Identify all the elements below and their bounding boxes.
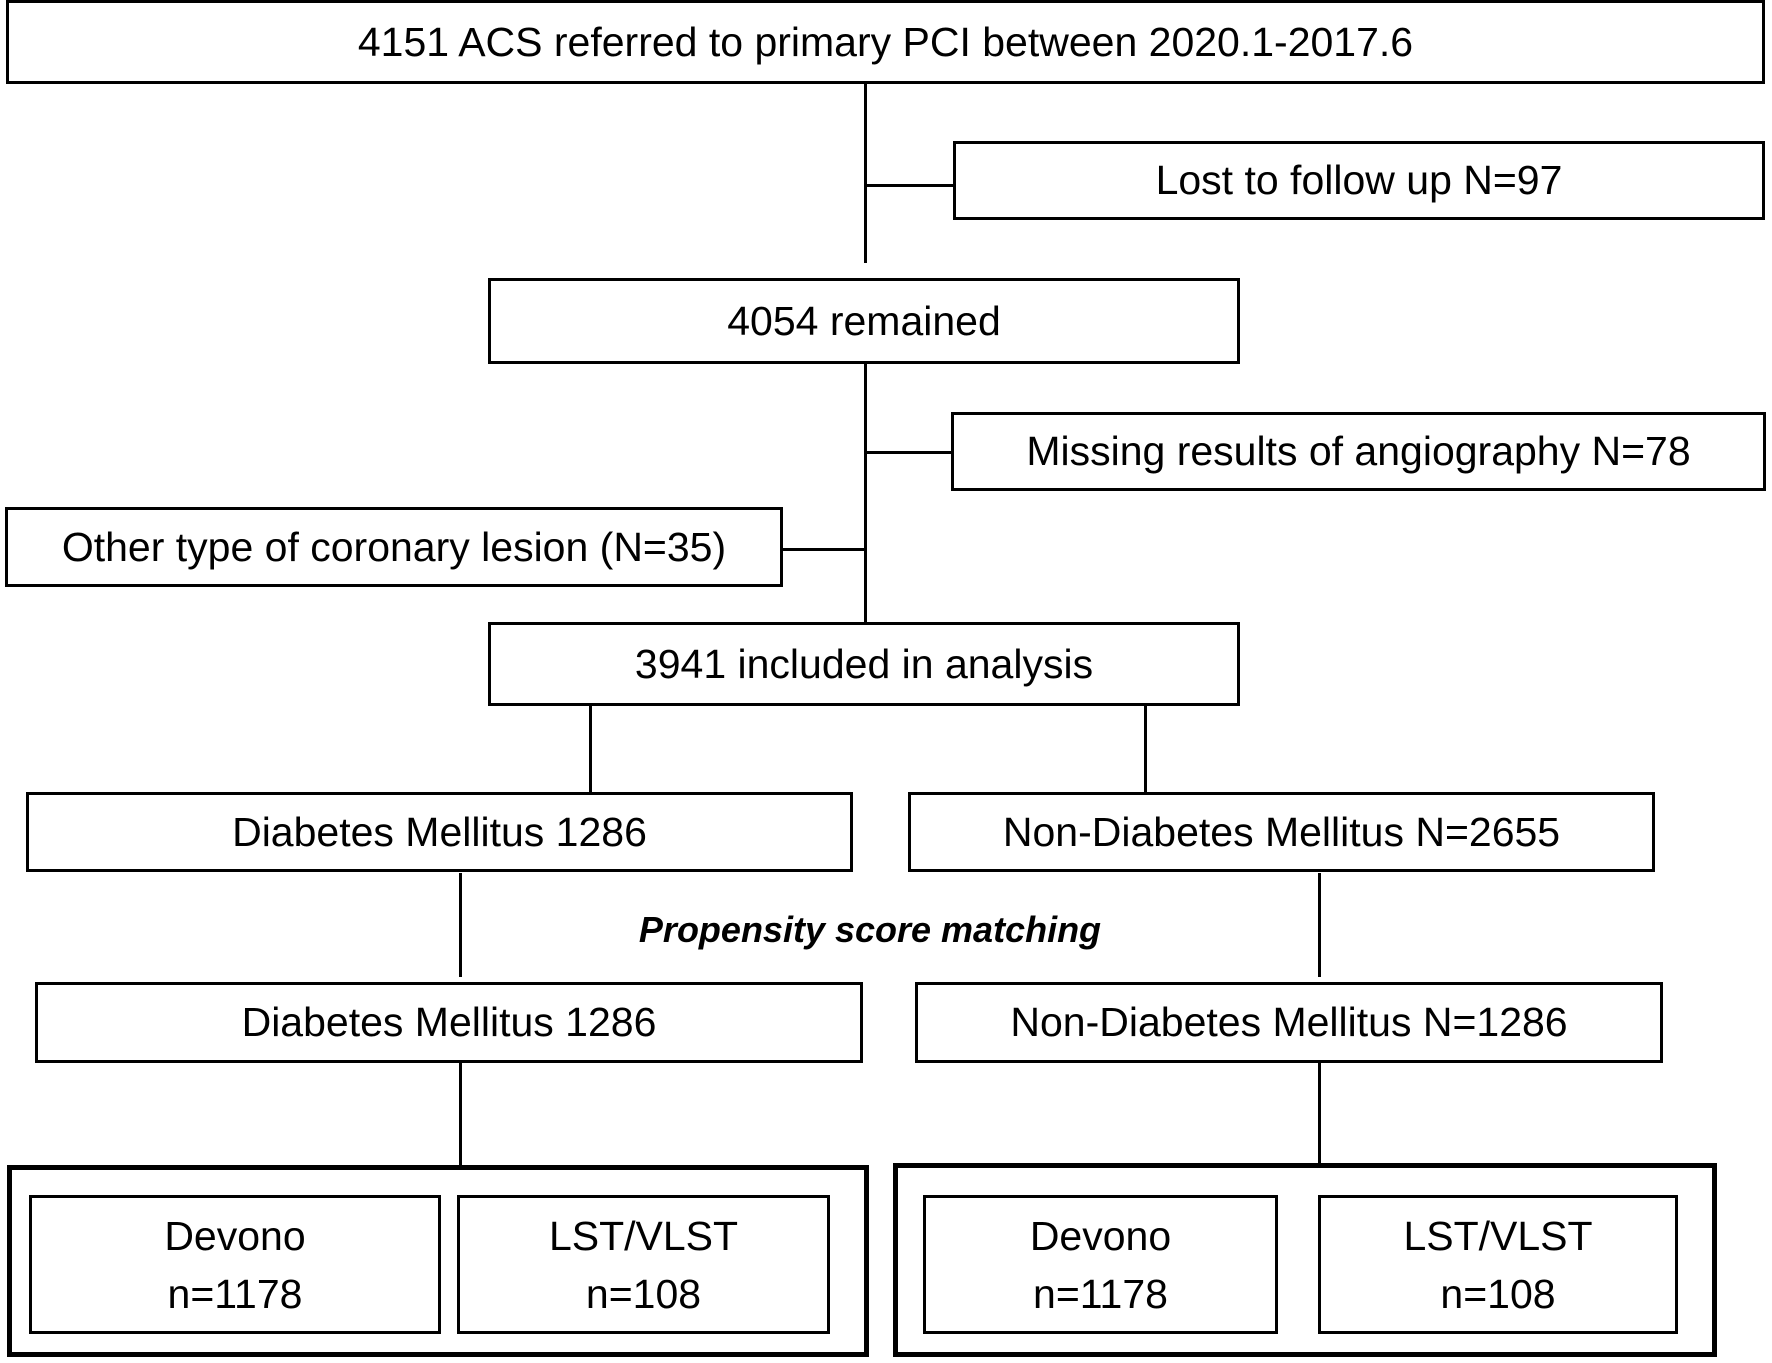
connector-lost [864,184,956,187]
included-text: 3941 included in analysis [634,640,1094,687]
start-text: 4151 ACS referred to primary PCI between… [357,18,1414,65]
nondm-lst-box: LST/VLST n=108 [1318,1195,1678,1334]
nondm-devono-label: Devono [1029,1212,1172,1259]
non-dm-matched-text: Non-Diabetes Mellitus N=1286 [1010,999,1568,1045]
dm-lst-box: LST/VLST n=108 [457,1195,830,1334]
connector-included-nondm [1144,704,1147,794]
nondm-devono-count: n=1178 [1033,1270,1168,1317]
dm-devono-label: Devono [164,1212,306,1259]
connector-start-remained [864,82,867,263]
nondm-lst-label: LST/VLST [1403,1212,1593,1259]
included-box: 3941 included in analysis [488,622,1240,706]
connector-remained-included [864,362,867,624]
missing-text: Missing results of angiography N=78 [1026,428,1691,474]
dm-lst-count: n=108 [585,1270,702,1317]
dm-devono-count: n=1178 [167,1270,303,1317]
dm-devono-box: Devono n=1178 [29,1195,441,1334]
non-dm-matched-box: Non-Diabetes Mellitus N=1286 [915,982,1663,1063]
dm-box: Diabetes Mellitus 1286 [26,792,853,872]
connector-nondm-outcomes [1318,1063,1321,1167]
other-lesion-text: Other type of coronary lesion (N=35) [61,523,727,570]
nondm-devono-box: Devono n=1178 [923,1195,1278,1334]
connector-other-lesion [781,548,865,551]
nondm-lst-count: n=108 [1440,1270,1556,1317]
connector-included-dm [589,704,592,794]
dm-matched-box: Diabetes Mellitus 1286 [35,982,863,1063]
remained-text: 4054 remained [727,297,1001,344]
dm-matched-text: Diabetes Mellitus 1286 [241,999,657,1045]
connector-missing [864,451,954,454]
psm-label: Propensity score matching [638,909,1102,950]
dm-text: Diabetes Mellitus 1286 [232,808,647,855]
connector-dm-outcomes [459,1063,462,1167]
lost-text: Lost to follow up N=97 [1155,157,1563,203]
remained-box: 4054 remained [488,278,1240,364]
start-box: 4151 ACS referred to primary PCI between… [6,0,1765,84]
other-lesion-box: Other type of coronary lesion (N=35) [5,507,783,587]
lost-box: Lost to follow up N=97 [953,141,1765,220]
dm-lst-label: LST/VLST [548,1212,739,1259]
missing-box: Missing results of angiography N=78 [951,412,1766,491]
non-dm-text: Non-Diabetes Mellitus N=2655 [1002,808,1561,855]
connector-nondm-matched [1318,873,1321,977]
non-dm-box: Non-Diabetes Mellitus N=2655 [908,792,1655,872]
connector-dm-matched [459,873,462,977]
